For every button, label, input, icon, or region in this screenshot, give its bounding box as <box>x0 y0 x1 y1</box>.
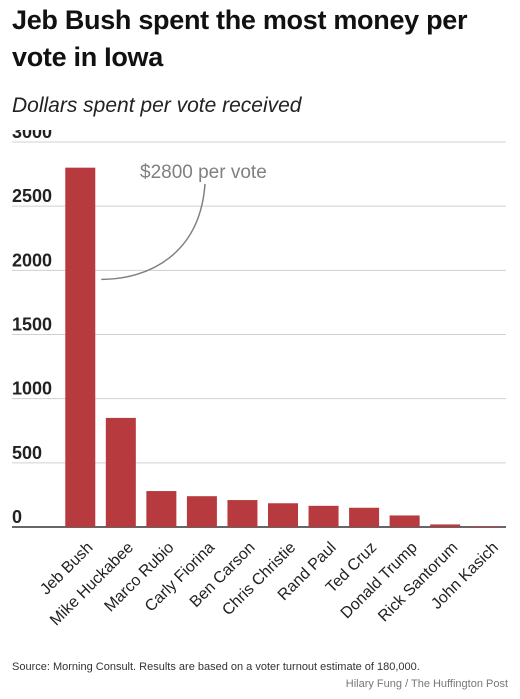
bar-john-kasich <box>470 526 501 527</box>
bar-chart: 0 500 1000 1500 2000 2500 3000 Jeb Bush Mike Hu… <box>0 130 520 660</box>
y-axis-ticks: 0 500 1000 1500 2000 2500 3000 <box>12 130 52 527</box>
bars <box>65 167 501 527</box>
chart-subtitle: Dollars spent per vote received <box>12 94 302 117</box>
y-tick-label: 1500 <box>12 315 52 335</box>
annotation: $2800 per vote <box>101 162 267 281</box>
y-tick-label: 2500 <box>12 186 52 206</box>
y-tick-label: 3000 <box>12 130 52 142</box>
bar-carly-fiorina <box>186 496 217 527</box>
y-tick-label: 2000 <box>12 250 52 270</box>
y-tick-label: 500 <box>12 443 42 463</box>
bar-ben-carson <box>227 500 258 527</box>
annotation-label: $2800 per vote <box>140 162 267 183</box>
bar-ted-cruz <box>349 507 380 527</box>
bar-mike-huckabee <box>105 417 136 527</box>
bar-marco-rubio <box>146 491 177 527</box>
bar-rick-santorum <box>430 524 461 527</box>
annotation-leader-line <box>101 183 206 281</box>
credit-note: Hilary Fung / The Huffington Post <box>345 678 508 690</box>
bar-rand-paul <box>308 505 339 527</box>
y-tick-label: 1000 <box>12 379 52 399</box>
bar-jeb-bush <box>65 167 96 527</box>
y-tick-label: 0 <box>12 507 22 527</box>
bar-donald-trump <box>389 515 420 527</box>
chart-title: Jeb Bush spent the most money per vote i… <box>12 5 468 72</box>
source-note: Source: Morning Consult. Results are bas… <box>12 661 420 673</box>
bar-chris-christie <box>267 503 299 527</box>
